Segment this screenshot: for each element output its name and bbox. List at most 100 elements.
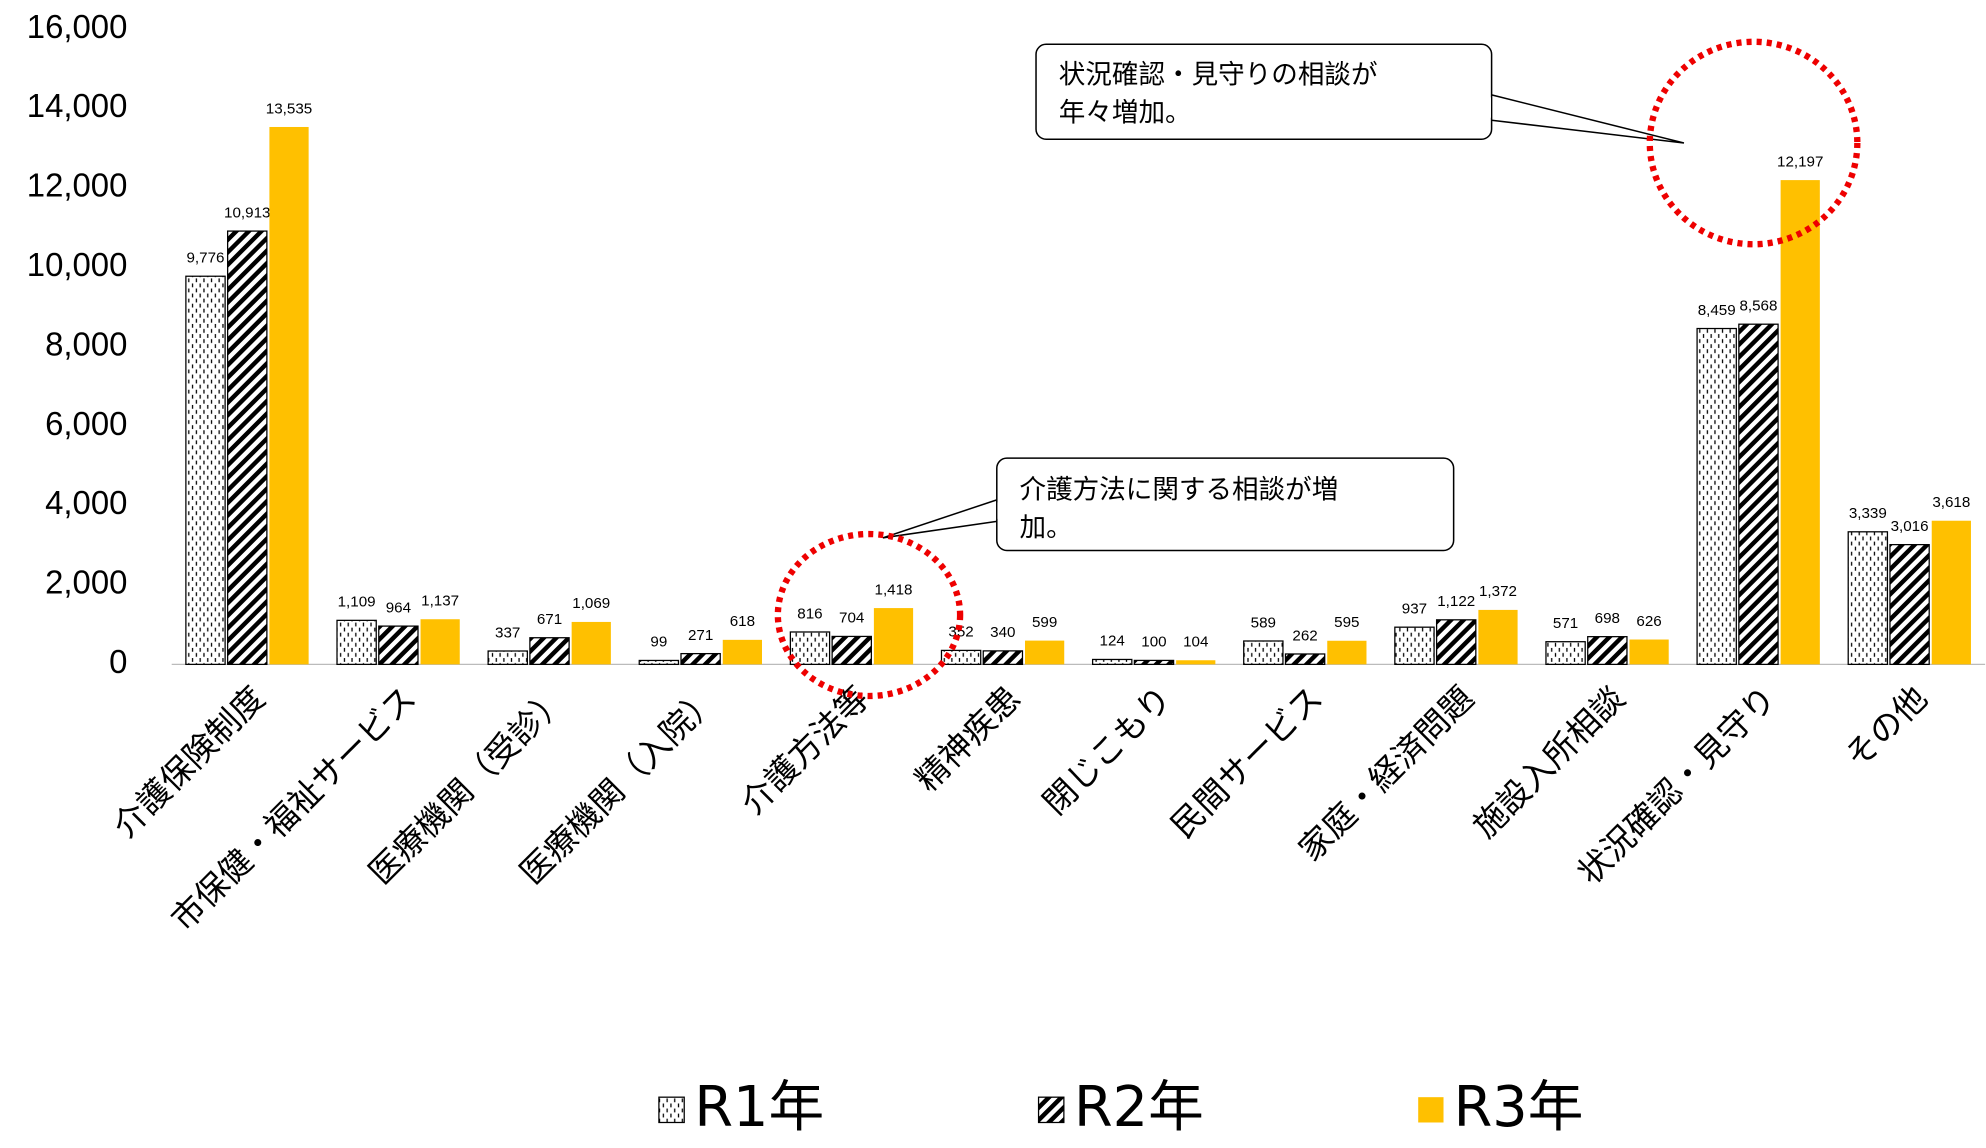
bar <box>1738 323 1779 666</box>
bar <box>1435 619 1477 666</box>
data-label: 13,535 <box>266 100 312 117</box>
bar <box>1025 640 1065 665</box>
data-label: 704 <box>839 610 864 627</box>
y-tick-label: 16,000 <box>27 8 128 45</box>
data-label: 337 <box>495 624 520 641</box>
data-label: 1,069 <box>572 595 610 612</box>
legend-label: R1年 <box>694 1075 824 1140</box>
bar <box>940 649 982 666</box>
legend-label: R2年 <box>1074 1075 1204 1140</box>
data-label: 937 <box>1402 600 1427 617</box>
data-label: 99 <box>650 634 667 651</box>
data-label: 599 <box>1032 614 1057 631</box>
data-label: 626 <box>1636 613 1661 630</box>
bar <box>1889 543 1930 666</box>
data-label: 1,122 <box>1437 593 1475 610</box>
bar <box>487 650 528 666</box>
data-label: 100 <box>1141 634 1166 651</box>
y-tick-label: 6,000 <box>45 405 127 442</box>
x-tick-label: 介護保険制度 <box>105 678 272 845</box>
y-tick-label: 12,000 <box>27 167 128 204</box>
data-label: 271 <box>688 627 713 644</box>
data-label: 618 <box>730 613 755 630</box>
data-label: 1,109 <box>338 594 376 611</box>
y-tick-label: 0 <box>109 643 127 680</box>
data-label: 8,459 <box>1698 302 1736 319</box>
bar <box>269 126 309 665</box>
x-tick-label: 市保健・福祉サービス <box>163 678 423 938</box>
bar <box>336 619 377 666</box>
bar <box>680 652 721 666</box>
annotation-text: 介護方法に関する相談が増 <box>1020 475 1339 506</box>
bar <box>1176 660 1216 665</box>
bar <box>1284 653 1326 666</box>
data-label: 964 <box>386 599 411 616</box>
data-label: 262 <box>1292 627 1317 644</box>
bar <box>1847 531 1889 666</box>
data-label: 3,618 <box>1932 494 1970 511</box>
bar <box>1545 641 1586 666</box>
bar <box>1587 636 1628 666</box>
bar <box>1696 327 1737 666</box>
x-tick-label: 民間サービス <box>1163 678 1330 845</box>
x-tick-label: 閉じこもり <box>1035 678 1179 822</box>
bar <box>722 639 762 665</box>
callout-2: 介護方法に関する相談が増 加。 <box>882 457 1455 552</box>
data-label: 10,913 <box>224 204 270 221</box>
bar <box>1394 626 1435 666</box>
annotation-text: 状況確認・見守りの相談が <box>1059 59 1378 90</box>
bar <box>789 631 831 666</box>
data-label: 816 <box>797 605 822 622</box>
bar <box>378 625 419 666</box>
x-tick-label: 介護方法等 <box>733 678 877 822</box>
data-label: 571 <box>1553 615 1578 632</box>
highlight-circle <box>774 530 964 700</box>
bar <box>529 637 570 666</box>
data-label: 3,339 <box>1849 505 1887 522</box>
data-label: 340 <box>990 624 1015 641</box>
data-label: 104 <box>1183 634 1208 651</box>
data-label: 8,568 <box>1739 297 1777 314</box>
data-label: 671 <box>537 611 562 628</box>
highlight-circle <box>1646 38 1861 248</box>
data-label: 1,137 <box>421 593 459 610</box>
annotation-text: 加。 <box>1020 512 1073 543</box>
bar <box>982 650 1024 666</box>
data-label: 3,016 <box>1891 518 1929 535</box>
y-tick-label: 4,000 <box>45 484 127 521</box>
annotation-text: 年々増加。 <box>1059 97 1192 128</box>
bar <box>831 635 872 666</box>
legend-swatch <box>1037 1096 1065 1124</box>
bar <box>1629 639 1669 665</box>
bar <box>227 230 268 666</box>
x-tick-label: その他 <box>1837 678 1934 775</box>
bar <box>1780 180 1820 665</box>
bar <box>1327 640 1367 665</box>
bar <box>1478 609 1518 665</box>
bar <box>571 621 611 665</box>
legend-swatch <box>1418 1097 1444 1123</box>
y-tick-label: 8,000 <box>45 325 127 362</box>
x-tick-label: 施設入所相談 <box>1465 678 1632 845</box>
bar <box>1091 658 1133 666</box>
data-label: 9,776 <box>187 250 225 267</box>
data-label: 1,372 <box>1479 583 1517 600</box>
bar <box>185 275 226 666</box>
y-tick-label: 10,000 <box>27 246 128 283</box>
y-tick-label: 14,000 <box>27 87 128 124</box>
legend-label: R3年 <box>1454 1075 1584 1140</box>
data-label: 12,197 <box>1777 153 1823 170</box>
data-label: 595 <box>1334 614 1359 631</box>
legend-swatch <box>658 1096 685 1124</box>
bar <box>1133 659 1175 666</box>
data-label: 124 <box>1100 633 1125 650</box>
data-label: 589 <box>1251 614 1276 631</box>
bar <box>1931 520 1971 665</box>
data-label: 1,418 <box>875 581 913 598</box>
x-tick-label: 精神疾患 <box>907 678 1028 799</box>
bar <box>1243 640 1284 666</box>
y-tick-label: 2,000 <box>45 564 127 601</box>
bar <box>420 619 460 665</box>
bar <box>638 659 680 666</box>
